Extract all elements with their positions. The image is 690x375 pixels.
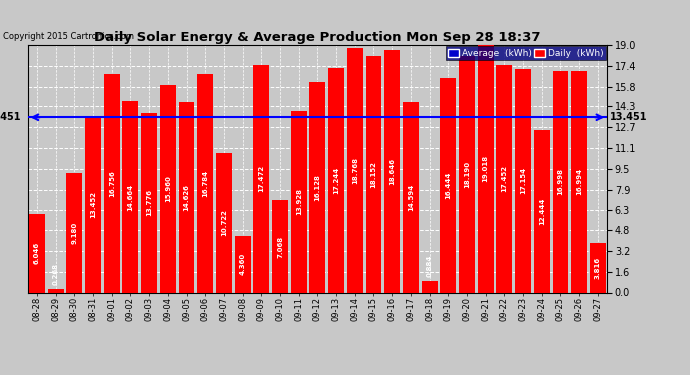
Title: Daily Solar Energy & Average Production Mon Sep 28 18:37: Daily Solar Energy & Average Production … (94, 31, 541, 44)
Text: 15.960: 15.960 (165, 175, 171, 202)
Bar (253, 65, 269, 292)
Bar (384, 50, 400, 292)
Bar (403, 102, 419, 292)
Text: 12.444: 12.444 (539, 198, 545, 225)
Bar (534, 130, 550, 292)
Text: 13.452: 13.452 (90, 191, 96, 218)
Bar (347, 48, 363, 292)
Legend: Average  (kWh), Daily  (kWh): Average (kWh), Daily (kWh) (446, 46, 607, 60)
Text: 16.998: 16.998 (558, 168, 564, 195)
Bar (366, 56, 382, 292)
Bar (235, 236, 250, 292)
Text: 14.626: 14.626 (184, 184, 190, 211)
Bar (571, 71, 587, 292)
Bar (179, 102, 195, 292)
Text: 9.180: 9.180 (71, 222, 77, 244)
Text: 16.756: 16.756 (109, 170, 115, 197)
Text: Copyright 2015 Cartronics.com: Copyright 2015 Cartronics.com (3, 32, 135, 41)
Bar (272, 200, 288, 292)
Bar (290, 111, 306, 292)
Bar (440, 78, 456, 292)
Text: 6.046: 6.046 (34, 242, 40, 264)
Text: 4.360: 4.360 (239, 253, 246, 275)
Text: 17.452: 17.452 (502, 165, 507, 192)
Text: 18.646: 18.646 (389, 158, 395, 184)
Text: 16.994: 16.994 (576, 168, 582, 195)
Text: 0.884: 0.884 (426, 255, 433, 277)
Bar (104, 74, 119, 292)
Text: 14.664: 14.664 (128, 183, 133, 210)
Text: 17.244: 17.244 (333, 166, 339, 194)
Bar (48, 289, 63, 292)
Bar (66, 173, 82, 292)
Text: 10.722: 10.722 (221, 209, 227, 236)
Text: 16.444: 16.444 (445, 172, 451, 199)
Bar (216, 153, 232, 292)
Bar (590, 243, 606, 292)
Bar (477, 45, 493, 292)
Text: 17.472: 17.472 (258, 165, 264, 192)
Text: 18.190: 18.190 (464, 160, 470, 188)
Text: 13.451: 13.451 (0, 112, 22, 122)
Text: 16.784: 16.784 (202, 170, 208, 197)
Bar (197, 74, 213, 292)
Bar (422, 281, 437, 292)
Bar (496, 65, 512, 292)
Text: 13.776: 13.776 (146, 189, 152, 216)
Bar (309, 82, 326, 292)
Text: 13.928: 13.928 (296, 188, 302, 215)
Text: 18.152: 18.152 (371, 161, 377, 188)
Text: 17.154: 17.154 (520, 167, 526, 194)
Text: 16.128: 16.128 (315, 174, 320, 201)
Text: 13.451: 13.451 (610, 112, 648, 122)
Bar (459, 56, 475, 292)
Bar (328, 68, 344, 292)
Bar (141, 113, 157, 292)
Bar (123, 102, 139, 292)
Text: 0.268: 0.268 (52, 263, 59, 285)
Bar (160, 85, 176, 292)
Bar (29, 214, 45, 292)
Text: 7.068: 7.068 (277, 236, 283, 258)
Bar (515, 69, 531, 292)
Bar (85, 117, 101, 292)
Text: 3.816: 3.816 (595, 256, 601, 279)
Bar (553, 71, 569, 292)
Text: 14.594: 14.594 (408, 184, 414, 211)
Text: 19.018: 19.018 (483, 155, 489, 182)
Text: 18.768: 18.768 (352, 157, 358, 184)
